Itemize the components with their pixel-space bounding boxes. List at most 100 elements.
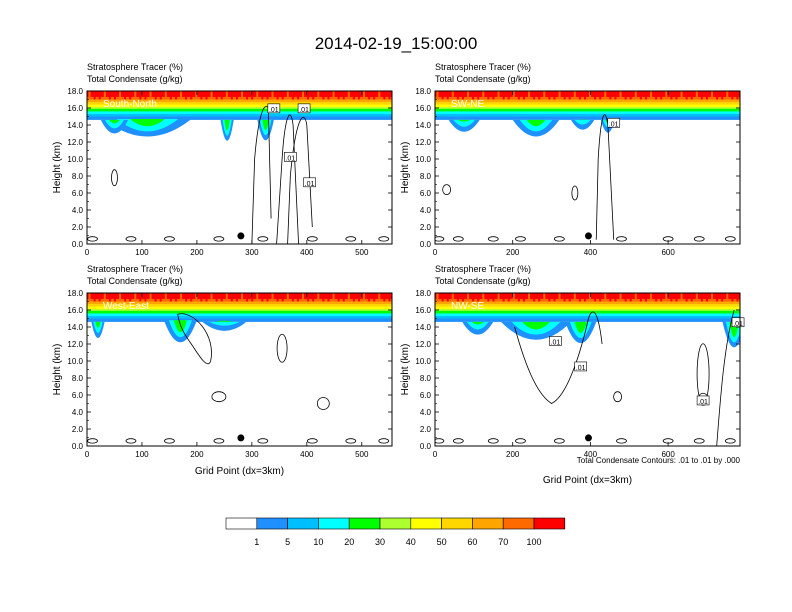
tracer-streak bbox=[446, 91, 449, 100]
contour-label-text: .01 bbox=[733, 321, 743, 328]
y-tick-label: 14.0 bbox=[415, 121, 431, 130]
y-tick-label: 4.0 bbox=[420, 206, 432, 215]
tracer-streak bbox=[302, 91, 305, 100]
tracer-streak bbox=[235, 91, 238, 100]
tracer-streak bbox=[108, 293, 111, 302]
panel-title-line: Stratosphere Tracer (%) bbox=[435, 62, 531, 72]
tracer-streak bbox=[296, 293, 299, 302]
tracer-streak bbox=[614, 91, 617, 100]
colorbar-label: 5 bbox=[285, 537, 290, 547]
tracer-streak bbox=[477, 91, 480, 100]
tracer-streak bbox=[98, 91, 101, 100]
panel-title-line: Total Condensate (g/kg) bbox=[435, 276, 531, 286]
colorbar-box bbox=[256, 517, 288, 530]
y-axis-label: Height (km) bbox=[52, 142, 63, 194]
tracer-streak bbox=[210, 91, 213, 100]
colorbar-box bbox=[379, 517, 412, 530]
tracer-intrusion bbox=[522, 321, 551, 330]
colorbar-box bbox=[441, 517, 473, 530]
condensate-contours bbox=[435, 309, 736, 446]
tracer-streak bbox=[512, 91, 515, 100]
tracer-streak bbox=[650, 293, 653, 302]
tracer-streak bbox=[502, 91, 505, 100]
tracer-streak bbox=[568, 293, 571, 302]
tracer-streak bbox=[441, 91, 444, 100]
tracer-intrusion bbox=[526, 119, 546, 127]
tracer-streak bbox=[235, 293, 238, 302]
tracer-streak bbox=[164, 293, 167, 302]
x-tick-label: 200 bbox=[190, 248, 204, 257]
contour-line bbox=[553, 438, 565, 444]
tracer-intrusion bbox=[262, 119, 269, 131]
tracer-streak bbox=[98, 293, 101, 302]
tracer-streak bbox=[180, 293, 183, 302]
tracer-intrusion bbox=[471, 321, 484, 325]
colorbar-label: 30 bbox=[375, 537, 385, 547]
tracer-streak bbox=[685, 91, 688, 100]
tracer-streak bbox=[624, 91, 627, 100]
contour-line bbox=[257, 236, 269, 242]
x-tick-label: 600 bbox=[661, 248, 675, 257]
tracer-streak bbox=[522, 91, 525, 100]
panel-3: West-East Stratosphere Tracer (%) Total Co… bbox=[52, 264, 393, 477]
contour-line bbox=[452, 236, 464, 242]
contour-line bbox=[515, 438, 526, 444]
contour-line bbox=[442, 184, 452, 196]
tracer-streak bbox=[266, 293, 269, 302]
tracer-streak bbox=[296, 91, 299, 100]
contour-label-box bbox=[267, 103, 281, 114]
y-tick-label: 14.0 bbox=[67, 323, 83, 332]
tracer-streak bbox=[436, 91, 439, 100]
y-tick-label: 6.0 bbox=[72, 189, 84, 198]
tracer-streak bbox=[200, 91, 203, 100]
panel-2: .01 SW-NE Stratosphere Tracer (%) Total Con… bbox=[400, 62, 741, 257]
y-tick-label: 4.0 bbox=[420, 408, 432, 417]
contour-line bbox=[693, 236, 705, 242]
contour-line bbox=[724, 438, 736, 444]
colorbar-box bbox=[287, 517, 319, 530]
x-tick-label: 0 bbox=[85, 450, 90, 459]
tracer-streak bbox=[482, 293, 485, 302]
contour-line bbox=[345, 438, 357, 444]
tracer-intrusion bbox=[453, 119, 476, 127]
y-tick-label: 6.0 bbox=[72, 391, 84, 400]
contour-label-text: .01 bbox=[299, 107, 309, 114]
tracer-streak bbox=[583, 293, 586, 302]
tracer-streak bbox=[517, 293, 520, 302]
tracer-streak bbox=[317, 91, 320, 100]
tracer-streak bbox=[533, 293, 536, 302]
contour-line bbox=[378, 438, 390, 444]
y-tick-label: 10.0 bbox=[415, 155, 431, 164]
y-tick-label: 18.0 bbox=[415, 87, 431, 96]
colorbar-box bbox=[502, 517, 535, 530]
contour-label: .01 bbox=[267, 103, 281, 114]
tracer-intrusion bbox=[104, 119, 125, 129]
x-tick-label: 600 bbox=[661, 450, 675, 459]
tracer-streak bbox=[512, 293, 515, 302]
tracer-streak bbox=[619, 91, 622, 100]
tracer-streak bbox=[558, 293, 561, 302]
condensate-contours bbox=[87, 313, 390, 444]
tracer-streak bbox=[446, 293, 449, 302]
contour-line bbox=[306, 236, 318, 242]
colorbar-label: 60 bbox=[467, 537, 477, 547]
tracer-streak bbox=[487, 91, 490, 100]
tracer-streak bbox=[578, 91, 581, 100]
tracer-streak bbox=[108, 91, 111, 100]
tracer-streak bbox=[271, 293, 274, 302]
tracer-streak bbox=[644, 293, 647, 302]
tracer-streak bbox=[281, 91, 284, 100]
tracer-streak bbox=[639, 91, 642, 100]
x-tick-label: 200 bbox=[506, 450, 520, 459]
contour-line bbox=[693, 438, 705, 444]
location-marker bbox=[237, 434, 245, 442]
tracer-streak bbox=[88, 293, 91, 302]
tracer-streak bbox=[200, 293, 203, 302]
colorbar: 1 5 10 20 30 40 50 60 70 100 bbox=[225, 517, 566, 547]
tracer-streak bbox=[124, 293, 127, 302]
contour-label: .01 bbox=[303, 177, 316, 188]
tracer-streak bbox=[205, 91, 208, 100]
contour-line bbox=[276, 333, 288, 363]
tracer-streak bbox=[573, 293, 576, 302]
tracer-streak bbox=[482, 91, 485, 100]
